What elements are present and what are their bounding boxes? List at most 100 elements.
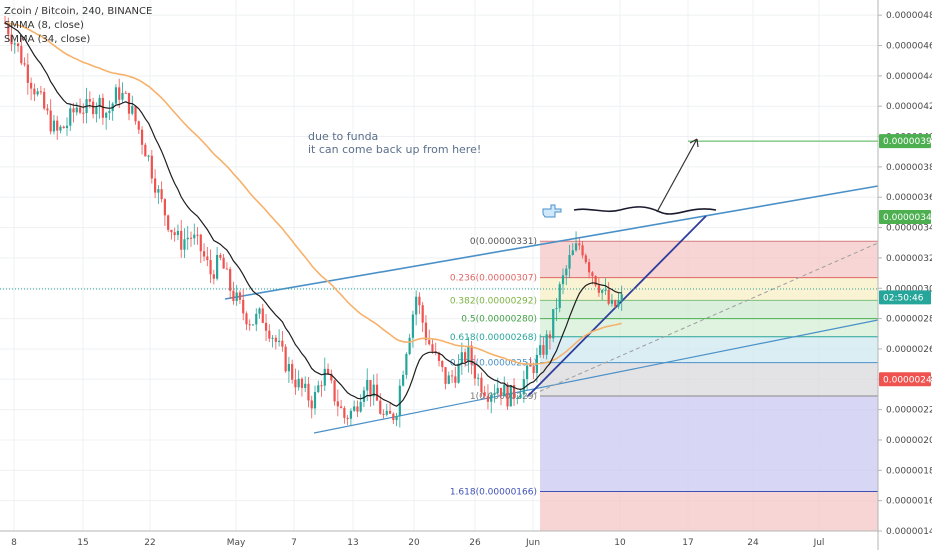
candle-body xyxy=(193,234,196,239)
x-tick-label: 17 xyxy=(682,538,693,548)
x-tick-label: 8 xyxy=(11,538,17,548)
candle-body xyxy=(157,189,160,193)
candle-body xyxy=(140,129,144,145)
candle-body xyxy=(264,322,268,331)
candle-body xyxy=(49,110,52,132)
candle-body xyxy=(242,299,245,314)
candle-body xyxy=(388,410,392,414)
candle-body xyxy=(101,97,104,118)
candles xyxy=(3,15,623,428)
candle-body xyxy=(428,340,431,345)
fib-label: 1.618(0.00000166) xyxy=(450,488,537,498)
candle-body xyxy=(219,254,222,258)
legend-title: Zcoin / Bitcoin, 240, BINANCE xyxy=(4,6,152,17)
countdown-badge-bg xyxy=(879,290,931,305)
candle-body xyxy=(552,309,555,339)
candle-body xyxy=(26,64,29,83)
candle-body xyxy=(411,314,414,338)
annotation-line1: due to funda xyxy=(308,130,378,143)
candle-body xyxy=(375,384,379,401)
candle-body xyxy=(441,360,444,368)
trend-lines[interactable] xyxy=(0,185,879,434)
candle-body xyxy=(594,276,597,286)
candle-body xyxy=(251,324,255,326)
candle-body xyxy=(196,234,199,236)
candle-body xyxy=(225,268,228,270)
candle-body xyxy=(480,377,483,393)
candle-body xyxy=(349,410,352,419)
candle-body xyxy=(10,34,13,45)
candle-body xyxy=(473,364,476,379)
fib-band xyxy=(540,362,878,396)
candle-body xyxy=(470,345,473,365)
candle-body xyxy=(52,120,56,132)
fibonacci-retracement[interactable]: 0(0.00000331) 0.236(0.00000307) 0.382(0.00… xyxy=(450,140,878,531)
candle-body xyxy=(180,230,183,250)
candle-body xyxy=(248,324,251,326)
candle-body xyxy=(173,232,176,236)
candle-body xyxy=(545,334,548,355)
candle-body xyxy=(499,387,503,397)
candle-body xyxy=(278,340,281,342)
candle-body xyxy=(186,237,189,240)
candle-body xyxy=(176,230,180,236)
candle-body xyxy=(512,385,516,399)
fib-band xyxy=(540,241,878,278)
candle-body xyxy=(340,406,343,408)
fib-label: 0.5(0.00000280) xyxy=(461,315,537,325)
candle-body xyxy=(30,82,33,89)
candle-body xyxy=(568,255,571,269)
candle-body xyxy=(395,416,398,421)
candle-body xyxy=(56,120,59,131)
candle-body xyxy=(326,368,330,374)
candle-body xyxy=(385,410,388,415)
candle-body xyxy=(222,257,225,269)
candle-body xyxy=(516,397,519,399)
candle-body xyxy=(310,400,313,409)
candle-body xyxy=(274,337,277,342)
candle-body xyxy=(108,111,111,113)
candle-body xyxy=(271,337,274,339)
candle-body xyxy=(39,91,42,93)
candle-body xyxy=(121,92,124,100)
fib-label: 1(0.00000229) xyxy=(470,392,537,402)
x-tick-label: 7 xyxy=(291,538,297,548)
fib-band xyxy=(540,318,878,337)
price-badges: 0.00000397 0.00000347 02:50:46 0.00000240 xyxy=(879,134,932,387)
x-tick-label: May xyxy=(227,538,246,548)
candle-body xyxy=(284,346,287,372)
y-tick-label: 0.00000280 xyxy=(886,315,932,325)
annotation-line2: it can come back up from here! xyxy=(308,143,481,156)
candle-body xyxy=(610,300,614,304)
candle-body xyxy=(317,385,320,393)
candle-body xyxy=(216,254,219,279)
fib-band xyxy=(540,300,878,319)
candle-body xyxy=(16,43,20,47)
candle-body xyxy=(555,308,558,310)
candle-body xyxy=(255,313,258,325)
candle-body xyxy=(281,340,284,347)
legend-ma-fast: SMMA (8, close) xyxy=(4,20,84,31)
projection-arrow-line xyxy=(656,138,698,213)
low-price-badge-bg xyxy=(879,372,931,387)
candle-body xyxy=(379,400,382,414)
candle-body xyxy=(614,300,617,307)
time-axis[interactable]: 8 15 22 May 7 13 20 26 Jun 10 17 24 Jul xyxy=(11,538,824,548)
fib-label: 0.786(0.00000251) xyxy=(450,359,537,369)
fib-band xyxy=(540,336,878,363)
candle-body xyxy=(467,345,470,363)
candle-body xyxy=(584,255,587,263)
candle-body xyxy=(72,108,75,113)
candle-body xyxy=(362,390,366,402)
candle-body xyxy=(229,269,232,291)
candle-body xyxy=(597,285,600,293)
candle-body xyxy=(565,268,568,276)
drawings[interactable] xyxy=(542,138,717,218)
last-price-badge-bg xyxy=(879,209,931,224)
candle-body xyxy=(154,178,157,193)
